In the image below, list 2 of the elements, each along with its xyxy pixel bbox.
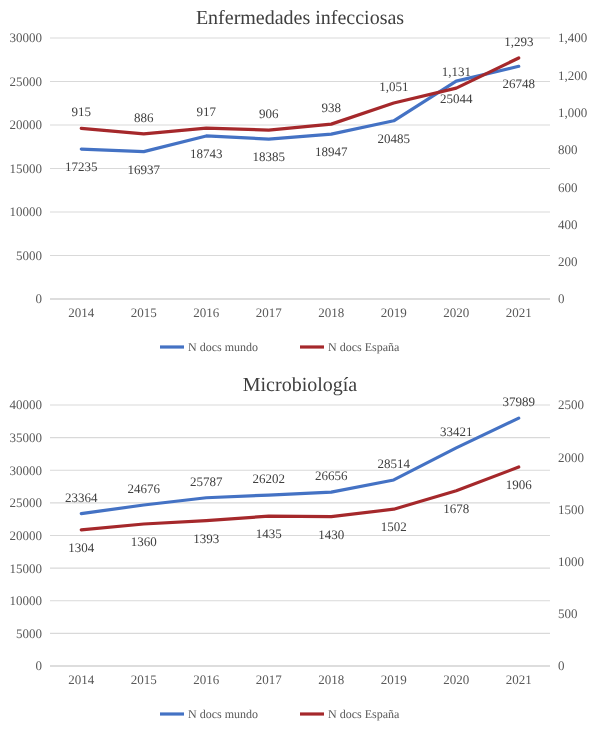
chart-title: Microbiología xyxy=(242,375,359,397)
chart-title: Enfermedades infecciosas xyxy=(195,8,405,30)
